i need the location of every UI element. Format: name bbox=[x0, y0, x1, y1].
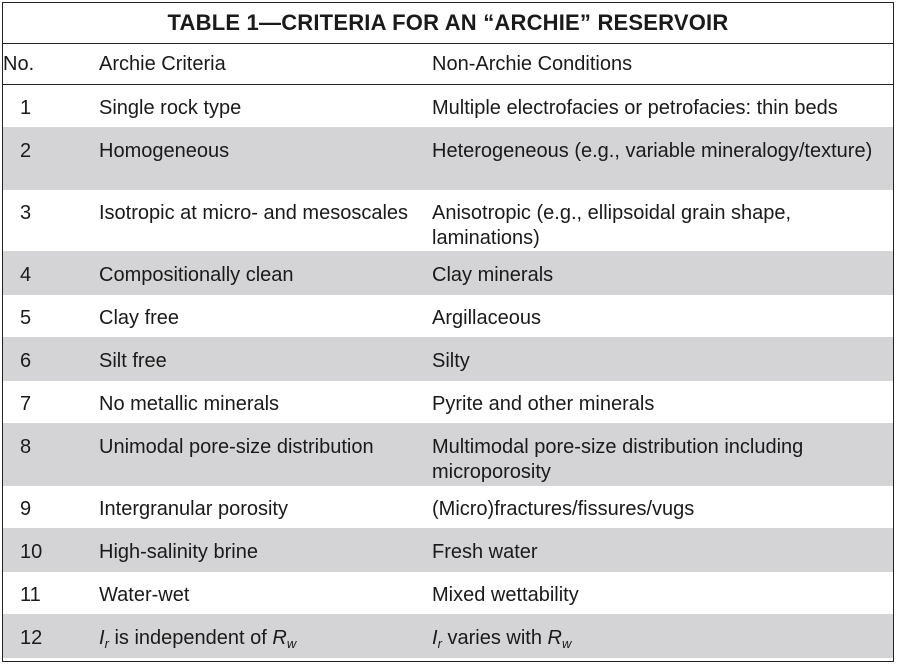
symbol-r: R bbox=[272, 627, 287, 649]
table-row: 3 Isotropic at micro- and mesoscales Ani… bbox=[3, 190, 893, 252]
row-number: 11 bbox=[20, 584, 41, 606]
table-row: 8 Unimodal pore-size distribution Multim… bbox=[3, 424, 893, 486]
column-header-no: No. bbox=[3, 52, 35, 75]
non-archie-condition: Silty bbox=[432, 350, 470, 372]
table-row: 2 Homogeneous Heterogeneous (e.g., varia… bbox=[3, 128, 893, 190]
table-row: 12 Ir is independent of Rw Ir varies wit… bbox=[3, 615, 893, 658]
column-header-non-archie-conditions: Non-Archie Conditions bbox=[432, 52, 633, 75]
non-archie-condition: Pyrite and other minerals bbox=[432, 393, 655, 415]
non-archie-condition: Ir varies with Rw bbox=[432, 615, 893, 658]
table-row: 4 Compositionally clean Clay minerals bbox=[3, 252, 893, 295]
archie-criterion: Single rock type bbox=[99, 97, 242, 119]
subscript-r: r bbox=[437, 636, 442, 651]
table-title: TABLE 1—CRITERIA FOR AN “ARCHIE” RESERVO… bbox=[3, 3, 893, 44]
row-number: 3 bbox=[20, 202, 32, 224]
non-archie-condition: Multiple electrofacies or petrofacies: t… bbox=[432, 97, 838, 119]
row-number: 6 bbox=[20, 350, 32, 372]
row-number: 5 bbox=[20, 307, 32, 329]
subscript-r: r bbox=[104, 636, 109, 651]
non-archie-condition: Argillaceous bbox=[432, 307, 541, 329]
symbol-i: I bbox=[432, 627, 438, 649]
symbol-r: R bbox=[547, 627, 562, 649]
archie-criterion: Intergranular porosity bbox=[99, 498, 288, 520]
table-header-row: No. Archie Criteria Non-Archie Condition… bbox=[3, 44, 893, 85]
row-number: 7 bbox=[20, 393, 32, 415]
archie-criterion: Unimodal pore-size distribution bbox=[99, 436, 374, 458]
table-row: 9 Intergranular porosity (Micro)fracture… bbox=[3, 486, 893, 529]
table-row: 1 Single rock type Multiple electrofacie… bbox=[3, 85, 893, 128]
condition-text: varies with bbox=[441, 627, 548, 649]
table-row: 5 Clay free Argillaceous bbox=[3, 295, 893, 338]
row-number: 2 bbox=[20, 140, 32, 162]
archie-criterion: Clay free bbox=[99, 307, 180, 329]
archie-criterion: Silt free bbox=[99, 350, 167, 372]
archie-criterion: Water-wet bbox=[99, 584, 190, 606]
non-archie-condition: Clay minerals bbox=[432, 264, 554, 286]
subscript-w: w bbox=[561, 636, 572, 651]
archie-criterion: Ir is independent of Rw bbox=[99, 615, 432, 658]
archie-criterion: No metallic minerals bbox=[99, 393, 280, 415]
table-row: 11 Water-wet Mixed wettability bbox=[3, 572, 893, 615]
row-number: 12 bbox=[20, 627, 43, 649]
row-number: 10 bbox=[20, 541, 43, 563]
non-archie-condition: Anisotropic (e.g., ellipsoidal grain sha… bbox=[432, 202, 792, 249]
archie-criterion: Isotropic at micro- and mesoscales bbox=[99, 202, 409, 224]
archie-criterion: High-salinity brine bbox=[99, 541, 258, 563]
row-number: 1 bbox=[20, 97, 32, 119]
row-number: 9 bbox=[20, 498, 32, 520]
column-header-archie-criteria: Archie Criteria bbox=[99, 52, 226, 75]
non-archie-condition: (Micro)fractures/fissures/vugs bbox=[432, 498, 695, 520]
table-row: 7 No metallic minerals Pyrite and other … bbox=[3, 381, 893, 424]
archie-criterion: Homogeneous bbox=[99, 140, 230, 162]
subscript-w: w bbox=[286, 636, 297, 651]
non-archie-condition: Fresh water bbox=[432, 541, 538, 563]
table-row: 10 High-salinity brine Fresh water bbox=[3, 529, 893, 572]
row-number: 8 bbox=[20, 436, 32, 458]
non-archie-condition: Mixed wettability bbox=[432, 584, 579, 606]
non-archie-condition: Heterogeneous (e.g., variable mineralogy… bbox=[432, 140, 873, 162]
non-archie-condition: Multimodal pore-size distribution includ… bbox=[432, 436, 804, 483]
symbol-i: I bbox=[99, 627, 105, 649]
criterion-text: is independent of bbox=[108, 627, 273, 649]
archie-criterion: Compositionally clean bbox=[99, 264, 294, 286]
row-number: 4 bbox=[20, 264, 32, 286]
table-row: 6 Silt free Silty bbox=[3, 338, 893, 381]
